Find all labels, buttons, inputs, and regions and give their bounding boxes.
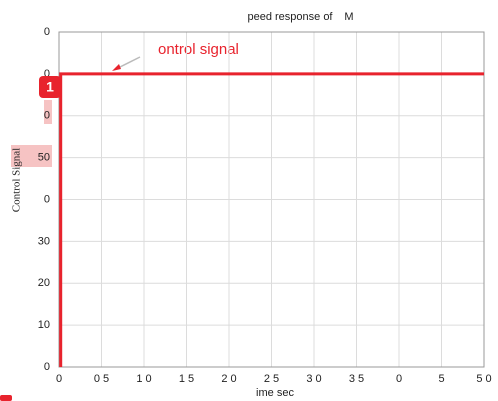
x-tick-label: 2 5 [264,373,279,385]
y-tick-label: 0 [44,193,50,205]
y-tick-label: 10 [38,319,50,331]
y-tick-label: 0 [44,110,50,122]
y-axis-label: Control Signal [11,148,23,212]
annotation: ontrol signal [158,41,239,58]
chart-title: peed response of [247,11,333,23]
x-tick-label: 2 0 [221,373,236,385]
highlight [11,145,52,167]
marker [0,395,12,401]
badge-label: 1 [46,79,54,95]
arrow-head [112,64,121,71]
badge [39,76,61,98]
y-tick-label: 0 [44,26,50,38]
x-tick-label: 1 0 [136,373,151,385]
y-tick-label: 0 [44,361,50,373]
highlight [44,100,52,124]
chart-title: M [344,11,353,23]
x-tick-label: 0 [396,373,402,385]
plot-frame [58,31,485,368]
y-tick-label: 30 [38,235,50,247]
x-tick-label: 5 [438,373,444,385]
x-axis-label: ime sec [256,387,294,399]
x-tick-label: 3 0 [306,373,321,385]
plot-area [58,31,485,368]
x-tick-label: 1 5 [179,373,194,385]
y-tick-label: 0 [44,68,50,80]
y-tick-label: 20 [38,277,50,289]
x-tick-label: 5 0 [476,373,491,385]
x-tick-label: 0 5 [94,373,109,385]
x-tick-label: 3 5 [349,373,364,385]
data-line [59,72,484,367]
y-tick-label: 50 [38,152,50,164]
x-tick-label: 0 [56,373,62,385]
